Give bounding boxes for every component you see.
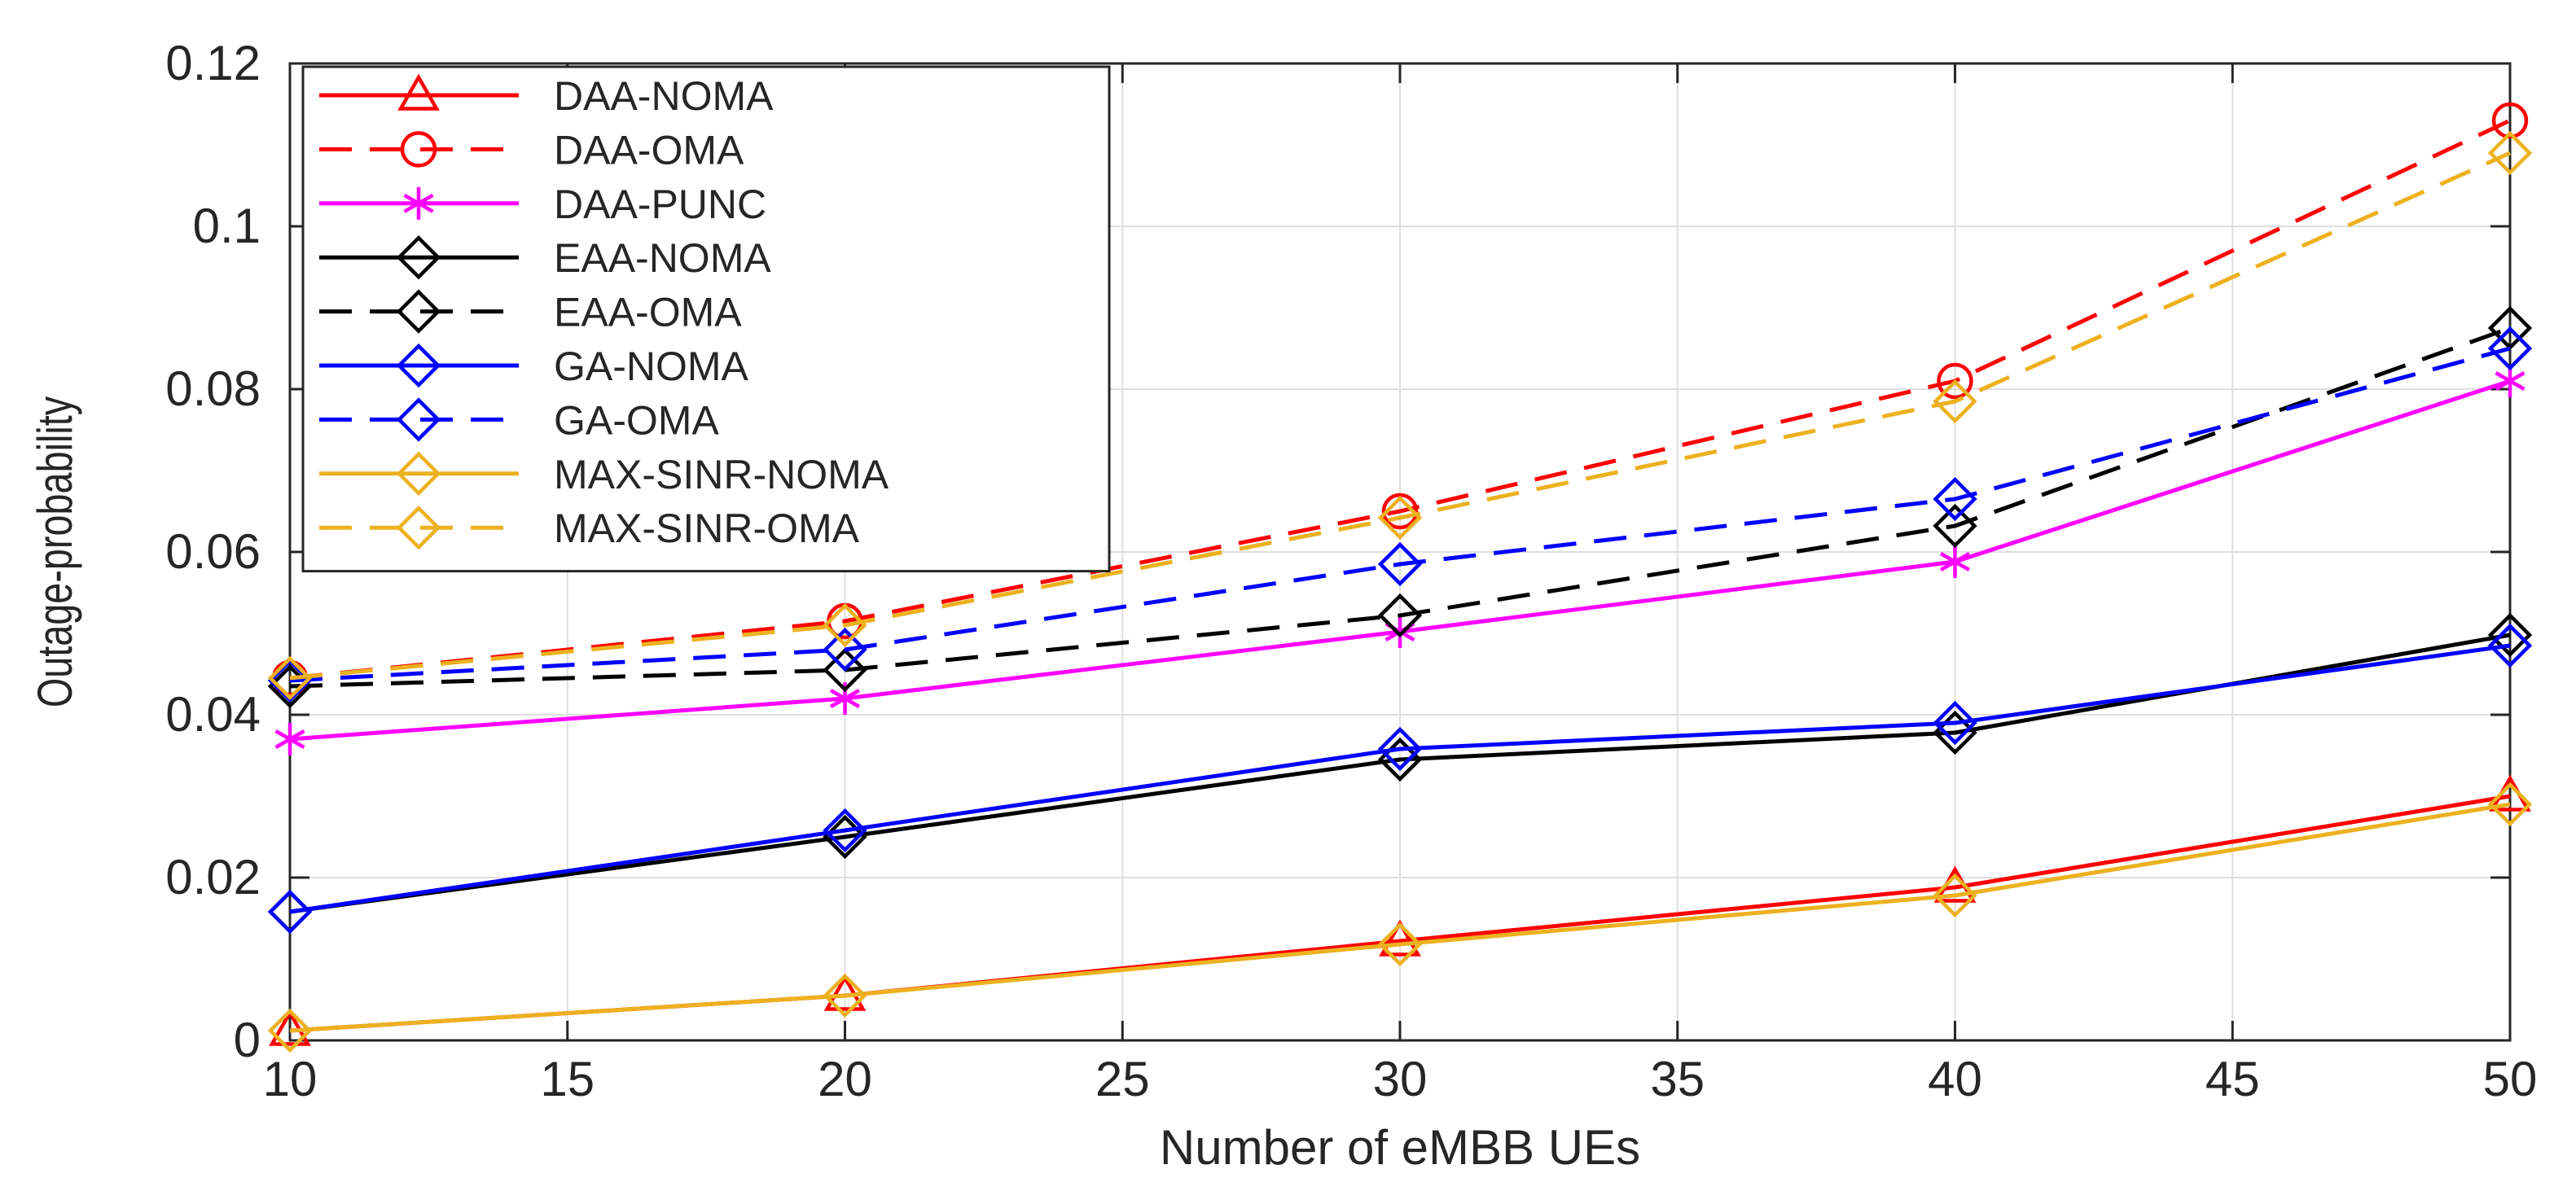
data-point-max-sinr-noma [823, 973, 867, 1018]
legend-item-max-sinr-noma: MAX-SINR-NOMA [319, 451, 889, 497]
data-point-ga-noma [1377, 726, 1423, 772]
legend-marker-eaa-oma [396, 289, 441, 334]
data-point-daa-punc [274, 723, 305, 755]
series-line-ga-noma [289, 643, 2511, 914]
series-line-ga-oma [289, 346, 2511, 683]
data-point-eaa-noma [2487, 612, 2533, 658]
series-max-sinr-oma [267, 130, 2533, 701]
legend-item-daa-oma: DAA-OMA [319, 127, 744, 173]
data-point-eaa-oma [2487, 305, 2533, 351]
legend-item-ga-noma: GA-NOMA [319, 343, 749, 389]
legend-label-max-sinr-noma: MAX-SINR-NOMA [554, 452, 889, 497]
legend-item-ga-oma: GA-OMA [319, 397, 719, 443]
y-tick-label: 0.1 [193, 199, 261, 253]
data-point-ga-noma [2487, 623, 2533, 668]
data-point-max-sinr-oma [267, 655, 313, 701]
legend-label-ga-oma: GA-OMA [554, 397, 719, 443]
data-point-daa-oma [1381, 493, 1419, 530]
legend-item-eaa-noma: EAA-NOMA [319, 235, 771, 281]
legend-marker-max-sinr-oma [396, 506, 441, 550]
data-point-ga-noma [1933, 700, 1977, 746]
legend-marker-ga-oma [396, 397, 441, 442]
grid [290, 63, 2510, 1040]
x-tick-label: 20 [818, 1052, 872, 1106]
y-tick-label: 0.12 [165, 36, 261, 90]
series-ga-noma [267, 623, 2533, 935]
series-max-sinr-noma [267, 782, 2533, 1053]
legend-label-daa-punc: DAA-PUNC [554, 182, 766, 227]
data-point-daa-punc [1939, 545, 1971, 578]
data-point-max-sinr-oma [1377, 495, 1423, 541]
marker-stroke [274, 729, 305, 749]
legend: DAA-NOMA DAA-OMA DAA-PUNC EAA-NOMA EAA-OMA GA… [301, 65, 1111, 573]
legend-marker-max-sinr-noma [396, 451, 441, 496]
series-eaa-oma [267, 305, 2533, 709]
x-tick-label: 35 [1650, 1052, 1705, 1106]
y-tick-label: 0.08 [165, 361, 261, 416]
y-axis-label: Outage-probability [28, 396, 82, 707]
legend-label-eaa-noma: EAA-NOMA [554, 235, 771, 281]
legend-label-daa-oma: DAA-OMA [554, 127, 744, 173]
legend-marker-daa-noma [397, 73, 440, 111]
legend-item-daa-punc: DAA-PUNC [319, 182, 766, 227]
x-tick-label: 30 [1373, 1052, 1428, 1106]
y-tick-label: 0.02 [165, 850, 261, 904]
data-point-eaa-oma [823, 647, 867, 693]
x-tick-label: 45 [2205, 1052, 2260, 1106]
y-tick-label: 0.06 [165, 524, 261, 579]
x-tick-label: 40 [1928, 1052, 1982, 1106]
data-point-eaa-noma [1933, 710, 1977, 755]
data-point-max-sinr-oma [823, 602, 867, 648]
data-point-eaa-oma [1377, 593, 1423, 638]
x-tick-label: 50 [2483, 1052, 2538, 1106]
x-tick-label: 15 [540, 1052, 595, 1106]
marker-stroke [2495, 371, 2526, 391]
legend-label-daa-noma: DAA-NOMA [554, 73, 774, 119]
legend-label-ga-noma: GA-NOMA [554, 344, 749, 389]
x-tick-label: 10 [263, 1052, 318, 1106]
series-line-max-sinr-noma [289, 802, 2511, 1033]
marker-stroke [403, 193, 434, 213]
legend-marker-ga-noma [396, 343, 441, 388]
legend-label-max-sinr-oma: MAX-SINR-OMA [554, 506, 860, 551]
data-point-max-sinr-oma [1933, 379, 1977, 424]
series-line-daa-oma [289, 118, 2512, 681]
data-point-max-sinr-noma [1933, 873, 1977, 918]
series-line-max-sinr-oma [289, 151, 2512, 681]
legend-marker-eaa-noma [396, 235, 441, 280]
series-lines [267, 102, 2533, 1053]
y-tick-label: 0 [234, 1013, 261, 1067]
data-point-ga-noma [823, 808, 867, 853]
data-point-ga-oma [2487, 326, 2533, 371]
data-point-ga-oma [1377, 541, 1423, 587]
data-point-eaa-oma [1933, 503, 1977, 549]
data-point-max-sinr-noma [1377, 922, 1423, 967]
data-point-daa-oma [1937, 362, 1973, 400]
data-point-ga-oma [1933, 476, 1977, 522]
x-axis-label: Number of eMBB UEs [1160, 1120, 1640, 1175]
legend-label-eaa-oma: EAA-OMA [554, 290, 742, 335]
data-point-ga-oma [823, 627, 867, 672]
data-point-max-sinr-oma [2487, 130, 2533, 176]
series-daa-punc [274, 365, 2526, 755]
data-point-daa-oma [2491, 102, 2529, 139]
legend-item-eaa-oma: EAA-OMA [319, 289, 742, 335]
legend-marker-daa-oma [400, 131, 437, 168]
legend-marker-daa-punc [403, 186, 434, 220]
axis-ticks: 10 15 20 25 30 35 40 45 50 0 0.02 0.04 0.06 0.08 0.1 0.… [165, 36, 2537, 1106]
data-point-max-sinr-noma [267, 1008, 313, 1053]
y-tick-label: 0.04 [165, 687, 261, 742]
series-line-eaa-noma [289, 633, 2511, 914]
marker-stroke [1939, 552, 1971, 571]
marker-stroke [829, 689, 861, 708]
data-point-max-sinr-noma [2487, 782, 2533, 827]
data-point-ga-noma [267, 889, 313, 935]
data-point-daa-noma [1379, 919, 1421, 957]
legend-item-max-sinr-oma: MAX-SINR-OMA [319, 506, 860, 551]
x-tick-label: 25 [1095, 1052, 1150, 1106]
series-line-eaa-oma [289, 326, 2511, 689]
legend-item-daa-noma: DAA-NOMA [319, 73, 774, 119]
